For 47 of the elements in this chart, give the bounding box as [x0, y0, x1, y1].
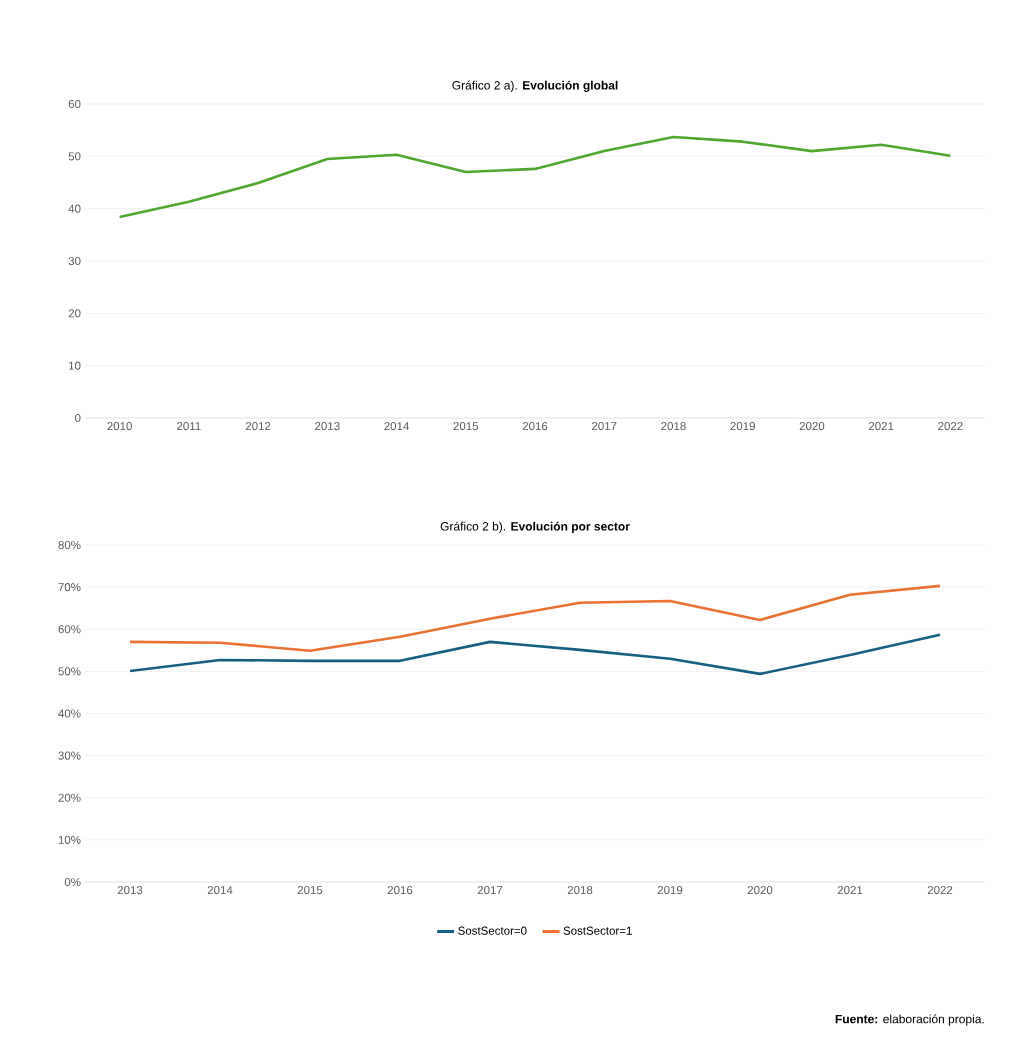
x-tick-label: 2013	[117, 886, 143, 895]
y-tick-label: 30%	[58, 751, 81, 760]
x-tick-label: 2012	[245, 422, 271, 431]
x-tick-label: 2015	[453, 422, 479, 431]
y-tick-label: 30	[68, 256, 81, 266]
y-tick-label: 50	[68, 152, 81, 161]
y-tick-label: 70%	[58, 583, 81, 592]
x-tick-label: 2016	[387, 886, 413, 895]
legend-label: SostSector=0	[458, 926, 527, 935]
y-tick-label: 60	[68, 99, 81, 109]
x-tick-label: 2011	[177, 422, 201, 431]
y-tick-label: 0%	[64, 877, 81, 887]
line-series	[128, 584, 942, 653]
x-tick-label: 2020	[747, 886, 773, 895]
x-tick-label: 2017	[592, 422, 617, 431]
y-tick-label: 40	[68, 204, 81, 213]
y-tick-label: 10%	[58, 835, 81, 844]
line-series	[118, 135, 952, 219]
text: Fuente: elaboración propia.	[835, 1014, 984, 1026]
x-tick-label: 2018	[567, 886, 593, 895]
y-tick-label: 60%	[58, 625, 81, 634]
legend-label: SostSector=1	[563, 926, 632, 935]
y-tick-label: 20%	[58, 793, 81, 802]
x-tick-label: 2017	[477, 886, 503, 895]
x-tick-label: 2014	[384, 422, 409, 431]
x-tick-label: 2020	[799, 422, 825, 431]
x-tick-label: 2021	[837, 886, 863, 895]
x-tick-label: 2014	[207, 886, 233, 895]
chart-title: Gráfico 2 b). Evolución por sector	[440, 521, 630, 533]
x-tick-label: 2022	[938, 422, 963, 431]
x-tick-label: 2015	[297, 886, 323, 895]
x-tick-label: 2016	[522, 422, 548, 431]
x-tick-label: 2010	[107, 422, 132, 431]
chart-title: Gráfico 2 a). Evolución global	[452, 80, 618, 92]
x-tick-label: 2022	[927, 886, 953, 895]
y-tick-label: 50%	[58, 667, 81, 676]
x-tick-label: 2021	[868, 422, 894, 431]
y-tick-label: 40%	[58, 709, 81, 718]
y-tick-label: 0	[75, 413, 81, 423]
x-tick-label: 2013	[315, 422, 340, 431]
x-tick-label: 2018	[661, 422, 686, 431]
y-tick-label: 10	[69, 361, 81, 370]
x-tick-label: 2019	[657, 886, 683, 895]
x-tick-label: 2019	[730, 422, 755, 431]
y-tick-label: 20	[68, 309, 81, 318]
line-series	[128, 633, 942, 676]
y-tick-label: 80%	[58, 540, 81, 550]
